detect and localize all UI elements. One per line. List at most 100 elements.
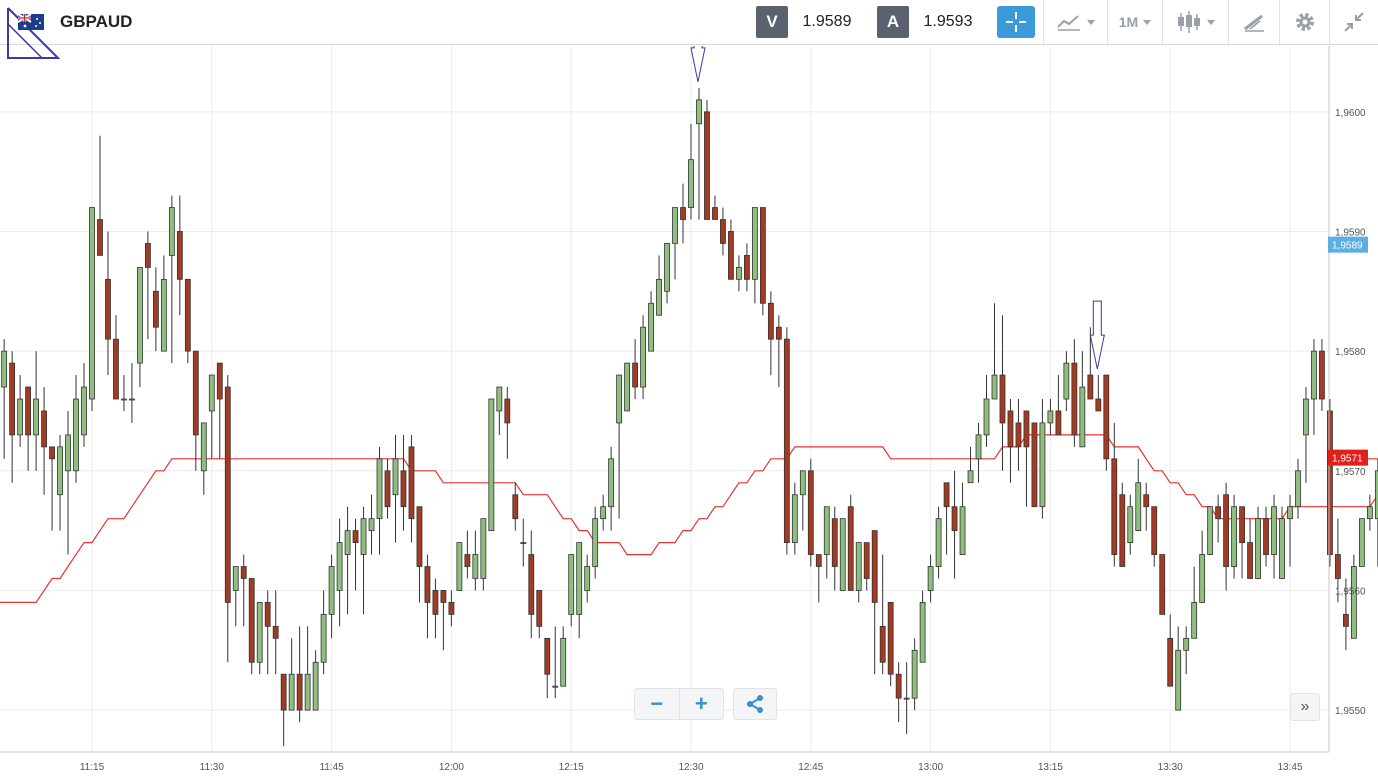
candle [1095, 375, 1102, 412]
indicators-caret-icon [1087, 19, 1095, 25]
candle [1215, 494, 1222, 543]
candle-body-down [807, 470, 814, 555]
candle-body-down [895, 673, 902, 699]
candle-body-down [1119, 494, 1126, 567]
candle-body-down [1151, 506, 1158, 555]
scroll-to-end-button[interactable]: » [1290, 693, 1320, 721]
candle [145, 231, 151, 340]
candle [113, 315, 119, 400]
candle [911, 638, 918, 711]
candle [568, 554, 575, 627]
sell-quote[interactable]: V 1.9589 [756, 5, 866, 39]
candle [360, 506, 367, 615]
candle [887, 602, 894, 687]
chart-grid [0, 46, 1329, 752]
candle-body-down [97, 219, 103, 256]
candle [416, 506, 423, 603]
candle [983, 375, 990, 447]
candle-body-up [1231, 506, 1237, 567]
candle-body-down [815, 554, 822, 567]
candle [1167, 614, 1174, 687]
ma-price-badge-bg [1328, 449, 1368, 466]
candle-body-down [863, 542, 870, 579]
candle [744, 243, 750, 292]
candle-body-up [1295, 470, 1301, 508]
candle [600, 494, 607, 531]
candle [208, 374, 215, 459]
candle [232, 566, 239, 627]
candle [975, 422, 982, 483]
candle-body-down [192, 350, 199, 436]
chart-toolbar: GBPAUD V 1.9589 A 1.9593 1M [0, 0, 1378, 59]
candles-layer [1, 87, 1378, 747]
share-button[interactable] [733, 688, 777, 720]
candle-body-up [656, 278, 662, 316]
candle-body-down [744, 255, 750, 280]
candle-body-down [272, 625, 279, 639]
candle [256, 602, 263, 675]
candle [1039, 399, 1046, 519]
candle-body-up [520, 542, 527, 544]
candle [1159, 554, 1166, 615]
candle-body-up [496, 386, 503, 412]
candle-body-up [336, 542, 343, 591]
candle-body-down [536, 590, 543, 627]
candle-body-up [592, 518, 599, 567]
candle-body-up [168, 207, 175, 256]
indicators-button[interactable] [1043, 0, 1107, 44]
candle-body-up [65, 434, 71, 472]
candle [400, 434, 407, 531]
candle [935, 506, 942, 579]
x-tick-label: 13:15 [1038, 762, 1063, 773]
crosshair-icon [1006, 12, 1026, 32]
fullscreen-button[interactable] [1329, 0, 1378, 44]
candle-body-down [152, 290, 159, 328]
candle-body-down [728, 231, 734, 280]
candle [1263, 506, 1269, 567]
candle-body-down [440, 590, 447, 603]
candle [672, 207, 678, 280]
candle-body-up [89, 207, 95, 400]
candle [512, 482, 519, 531]
candlestick-chart[interactable]: 1,9550 1,9560 1,9570 1,9580 1,9590 1,9600 11:1… [0, 46, 1378, 779]
sell-label: V [756, 6, 788, 38]
candle [456, 542, 463, 591]
candle-body-up [640, 326, 646, 388]
candle [496, 386, 503, 435]
candle-body-up [160, 278, 167, 352]
candle [919, 590, 926, 663]
candle [224, 375, 231, 663]
timeframe-button[interactable]: 1M [1107, 0, 1162, 44]
buy-quote[interactable]: A 1.9593 [877, 5, 987, 39]
candle [424, 554, 431, 639]
candle-body-down [9, 362, 16, 436]
candle-body-down [408, 446, 415, 520]
candle [847, 494, 854, 591]
candle-body-up [1135, 482, 1142, 532]
zoom-out-button[interactable]: − [650, 691, 664, 716]
candle-body-up [1207, 506, 1214, 555]
candle-body-up [57, 446, 63, 496]
candle-body-up [312, 661, 319, 711]
candle [903, 662, 910, 735]
candle-body-up [927, 566, 934, 591]
candle-body-down [1159, 554, 1166, 615]
crosshair-button[interactable] [997, 6, 1035, 38]
draw-tools-button[interactable] [1228, 0, 1279, 44]
candle [1119, 482, 1126, 567]
chart-type-button[interactable] [1162, 0, 1228, 44]
settings-button[interactable] [1279, 0, 1329, 44]
candle-body-down [1007, 410, 1014, 448]
candle [1255, 506, 1261, 579]
candle [536, 590, 543, 639]
candle [376, 446, 383, 555]
candle [1311, 339, 1317, 435]
candle-body-down [632, 362, 638, 388]
zoom-in-button[interactable]: + [678, 689, 724, 719]
uk-australia-flag-icon [18, 14, 44, 30]
candle [1135, 458, 1142, 532]
candle [1063, 351, 1070, 411]
candle-body-up [791, 494, 798, 543]
candle [1047, 399, 1054, 435]
candle [1103, 374, 1110, 471]
